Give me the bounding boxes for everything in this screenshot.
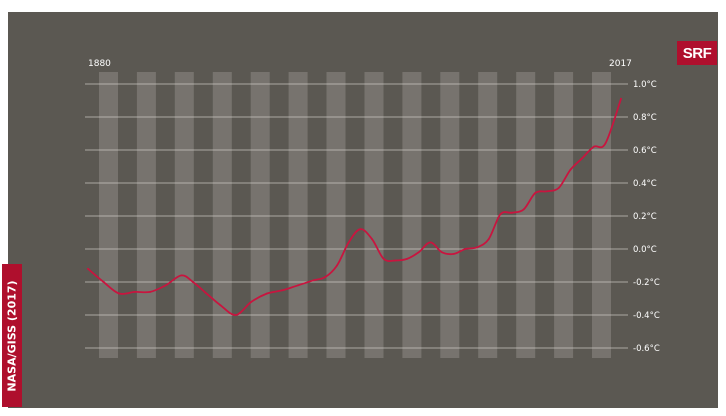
gridlines: [85, 83, 628, 349]
data-point: [620, 97, 622, 100]
band: [212, 72, 232, 358]
data-point: [522, 208, 525, 211]
data-point: [546, 190, 548, 193]
band: [364, 72, 384, 358]
chart-frame: 1.0°C 0.8°C 0.6°C 0.4°C 0.2°C 0.0°C -0.2°C -0.4…: [8, 12, 718, 408]
data-point: [534, 192, 537, 194]
y-tick-label: 1.0°C: [633, 80, 657, 90]
data-point: [336, 264, 338, 267]
data-point: [359, 228, 362, 231]
band: [440, 72, 460, 358]
data-point: [406, 258, 408, 260]
srf-logo: SRF: [677, 41, 717, 65]
y-tick-label: 0.0°C: [633, 245, 657, 255]
data-point: [266, 292, 268, 295]
x-end-label: 2017: [609, 59, 632, 69]
data-point: [234, 314, 237, 316]
y-tick-label: -0.2°C: [633, 278, 660, 288]
band: [554, 72, 574, 358]
temperature-chart: 1.0°C 0.8°C 0.6°C 0.4°C 0.2°C 0.0°C -0.2°C -0.4…: [85, 59, 660, 358]
band: [326, 72, 346, 358]
band: [174, 72, 194, 358]
data-point: [429, 241, 432, 244]
data-point: [324, 276, 327, 278]
data-point: [371, 238, 373, 241]
data-point: [192, 281, 194, 283]
source-label: NASA/GISS (2017): [5, 279, 19, 392]
band: [516, 72, 536, 358]
data-point: [312, 279, 315, 282]
band: [478, 72, 498, 358]
y-tick-label: -0.4°C: [633, 311, 660, 321]
data-point: [581, 157, 583, 160]
data-point: [203, 291, 206, 293]
data-point: [347, 241, 350, 244]
band: [250, 72, 270, 358]
source-badge: NASA/GISS (2017): [2, 264, 22, 407]
x-start-label: 1880: [88, 59, 111, 69]
data-point: [557, 187, 560, 189]
data-point: [180, 274, 183, 277]
data-point: [499, 213, 502, 216]
band: [402, 72, 422, 358]
data-point: [511, 211, 513, 214]
data-point: [452, 253, 455, 255]
data-point: [464, 248, 467, 250]
data-point: [417, 251, 420, 254]
band: [136, 72, 156, 358]
data-point: [102, 281, 105, 283]
y-tick-label: 0.4°C: [633, 179, 657, 189]
data-point: [569, 168, 572, 171]
y-tick-label: -0.6°C: [633, 344, 660, 354]
data-point: [592, 145, 595, 148]
y-tick-label: 0.8°C: [633, 113, 657, 123]
data-point: [394, 259, 397, 262]
data-point: [219, 304, 222, 306]
y-tick-label: 0.6°C: [633, 146, 657, 156]
y-tick-labels: 1.0°C 0.8°C 0.6°C 0.4°C 0.2°C 0.0°C -0.2°C -0.4…: [633, 80, 660, 354]
data-point: [133, 291, 136, 293]
data-point: [604, 142, 607, 145]
data-point: [476, 246, 478, 249]
y-tick-label: 0.2°C: [633, 212, 657, 222]
data-point: [118, 292, 120, 295]
data-point: [382, 258, 385, 260]
data-point: [87, 267, 89, 270]
logo-text: SRF: [682, 44, 712, 62]
data-point: [441, 251, 443, 254]
data-point: [250, 300, 253, 303]
vertical-bands: [99, 72, 611, 358]
temperature-line: [87, 97, 622, 316]
series-group: [87, 97, 622, 316]
data-point: [149, 291, 152, 293]
data-point: [487, 238, 490, 241]
band: [99, 72, 118, 358]
data-point: [164, 284, 167, 287]
data-point: [297, 284, 299, 287]
data-point: [281, 289, 284, 292]
